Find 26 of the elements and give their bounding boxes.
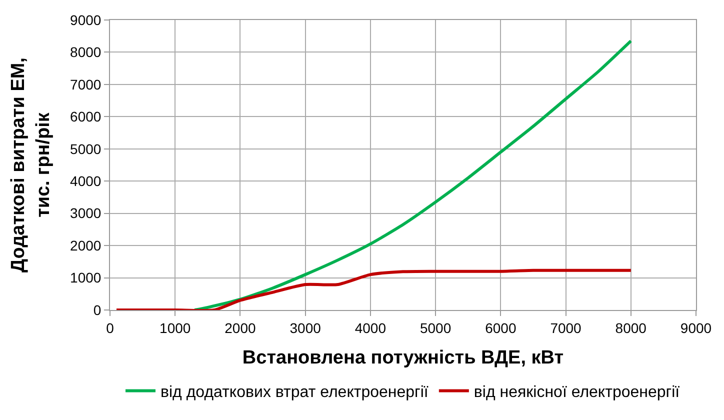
y-tick-label: 6000 (70, 108, 102, 125)
y-tick-label: 8000 (70, 44, 102, 60)
y-axis-title: Додаткові витрати ЕМ, тис. грн/рік (8, 57, 54, 273)
y-tick-label: 3000 (70, 205, 102, 222)
x-tick-label: 9000 (680, 320, 712, 336)
x-tick-label: 5000 (420, 320, 452, 336)
y-tick-label: 4000 (70, 173, 102, 190)
y-tick-label: 9000 (70, 12, 102, 28)
y-tick-label: 1000 (70, 270, 102, 286)
x-tick-label: 0 (106, 320, 114, 336)
x-tick-label: 6000 (485, 320, 516, 336)
x-tick-label: 8000 (615, 320, 647, 336)
legend-label: від додаткових втрат електроенергії (160, 384, 429, 401)
line-series (193, 39, 632, 310)
x-tick-label: 7000 (550, 320, 582, 336)
x-axis-title: Встановлена потужність ВДЕ, кВт (242, 348, 564, 369)
x-tick-label: 4000 (354, 320, 386, 336)
x-tick-label: 2000 (224, 320, 256, 336)
x-tick-label: 3000 (290, 320, 322, 336)
y-tick-label: 5000 (70, 140, 102, 157)
y-tick-label: 7000 (70, 76, 102, 92)
legend-label: від неякісної електроенергії (474, 384, 680, 401)
y-tick-label: 0 (93, 302, 102, 318)
line-series (115, 268, 632, 310)
x-tick-label: 1000 (160, 320, 191, 336)
y-tick-label: 2000 (70, 237, 102, 254)
